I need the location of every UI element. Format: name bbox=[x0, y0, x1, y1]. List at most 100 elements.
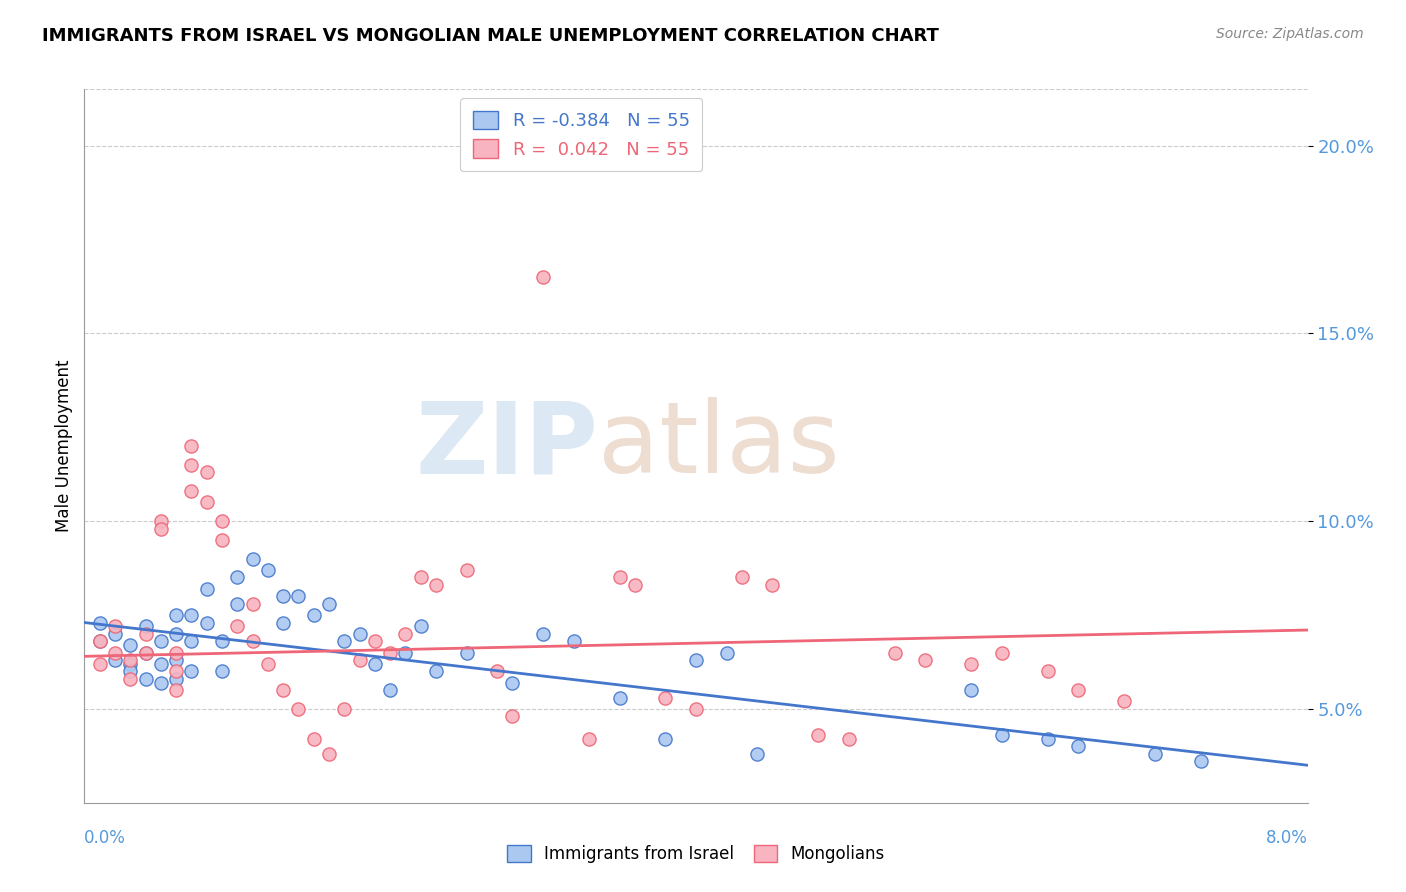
Text: Source: ZipAtlas.com: Source: ZipAtlas.com bbox=[1216, 27, 1364, 41]
Point bbox=[624, 578, 647, 592]
Point bbox=[1036, 731, 1059, 746]
Point bbox=[287, 589, 309, 603]
Point bbox=[409, 570, 432, 584]
Point bbox=[960, 683, 983, 698]
Point bbox=[609, 570, 631, 584]
Point bbox=[394, 646, 416, 660]
Point bbox=[180, 484, 202, 499]
Point bbox=[89, 615, 111, 630]
Point bbox=[257, 657, 280, 671]
Point bbox=[425, 665, 447, 679]
Point bbox=[349, 653, 371, 667]
Point bbox=[1114, 694, 1136, 708]
Point bbox=[531, 270, 554, 285]
Point bbox=[456, 646, 478, 660]
Point bbox=[165, 646, 187, 660]
Point bbox=[242, 597, 264, 611]
Point bbox=[149, 514, 172, 528]
Point bbox=[716, 646, 738, 660]
Point bbox=[409, 619, 432, 633]
Point bbox=[120, 638, 142, 652]
Point bbox=[211, 533, 233, 547]
Point bbox=[1067, 739, 1090, 754]
Point bbox=[364, 634, 387, 648]
Point bbox=[180, 665, 202, 679]
Point bbox=[271, 589, 294, 603]
Text: 8.0%: 8.0% bbox=[1265, 829, 1308, 847]
Point bbox=[425, 578, 447, 592]
Point bbox=[89, 634, 111, 648]
Point bbox=[149, 657, 172, 671]
Point bbox=[578, 731, 600, 746]
Point bbox=[654, 731, 676, 746]
Point bbox=[745, 747, 768, 761]
Point bbox=[990, 646, 1012, 660]
Point bbox=[1067, 683, 1090, 698]
Point bbox=[287, 702, 309, 716]
Point bbox=[318, 747, 340, 761]
Point bbox=[242, 634, 264, 648]
Point bbox=[333, 634, 356, 648]
Point bbox=[380, 683, 402, 698]
Point bbox=[226, 570, 249, 584]
Point bbox=[1189, 755, 1212, 769]
Point bbox=[990, 728, 1012, 742]
Point bbox=[960, 657, 983, 671]
Point bbox=[380, 646, 402, 660]
Point bbox=[226, 619, 249, 633]
Point bbox=[195, 582, 218, 596]
Point bbox=[89, 634, 111, 648]
Point bbox=[302, 607, 325, 622]
Point bbox=[120, 653, 142, 667]
Text: IMMIGRANTS FROM ISRAEL VS MONGOLIAN MALE UNEMPLOYMENT CORRELATION CHART: IMMIGRANTS FROM ISRAEL VS MONGOLIAN MALE… bbox=[42, 27, 939, 45]
Point bbox=[1143, 747, 1166, 761]
Point bbox=[394, 627, 416, 641]
Point bbox=[149, 634, 172, 648]
Point bbox=[271, 615, 294, 630]
Point bbox=[89, 657, 111, 671]
Point bbox=[685, 653, 707, 667]
Point bbox=[211, 665, 233, 679]
Point bbox=[135, 646, 157, 660]
Point bbox=[226, 597, 249, 611]
Point bbox=[333, 702, 356, 716]
Point bbox=[456, 563, 478, 577]
Point bbox=[165, 627, 187, 641]
Point bbox=[501, 675, 523, 690]
Point bbox=[685, 702, 707, 716]
Point bbox=[104, 653, 127, 667]
Point bbox=[135, 627, 157, 641]
Point bbox=[318, 597, 340, 611]
Point bbox=[807, 728, 830, 742]
Point bbox=[149, 522, 172, 536]
Point bbox=[165, 665, 187, 679]
Text: atlas: atlas bbox=[598, 398, 839, 494]
Point bbox=[562, 634, 585, 648]
Point bbox=[165, 653, 187, 667]
Point bbox=[180, 439, 202, 453]
Point bbox=[165, 683, 187, 698]
Point bbox=[349, 627, 371, 641]
Point bbox=[242, 551, 264, 566]
Point bbox=[180, 458, 202, 472]
Y-axis label: Male Unemployment: Male Unemployment bbox=[55, 359, 73, 533]
Text: 0.0%: 0.0% bbox=[84, 829, 127, 847]
Point bbox=[883, 646, 905, 660]
Point bbox=[914, 653, 936, 667]
Point bbox=[731, 570, 754, 584]
Point bbox=[654, 690, 676, 705]
Point bbox=[364, 657, 387, 671]
Point bbox=[531, 627, 554, 641]
Point bbox=[135, 619, 157, 633]
Point bbox=[211, 634, 233, 648]
Point bbox=[165, 672, 187, 686]
Point bbox=[761, 578, 783, 592]
Point bbox=[104, 619, 127, 633]
Point bbox=[135, 646, 157, 660]
Point bbox=[501, 709, 523, 723]
Point bbox=[165, 607, 187, 622]
Point bbox=[609, 690, 631, 705]
Text: ZIP: ZIP bbox=[415, 398, 598, 494]
Point bbox=[135, 672, 157, 686]
Point bbox=[1036, 665, 1059, 679]
